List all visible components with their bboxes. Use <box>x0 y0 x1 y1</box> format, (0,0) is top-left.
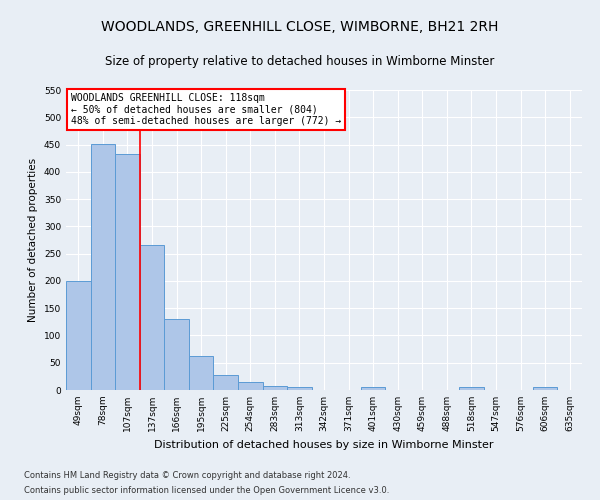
Text: WOODLANDS, GREENHILL CLOSE, WIMBORNE, BH21 2RH: WOODLANDS, GREENHILL CLOSE, WIMBORNE, BH… <box>101 20 499 34</box>
Bar <box>287 386 312 390</box>
Bar <box>164 319 189 390</box>
Bar <box>459 388 484 390</box>
X-axis label: Distribution of detached houses by size in Wimborne Minster: Distribution of detached houses by size … <box>154 440 494 450</box>
Bar <box>361 386 385 390</box>
Bar <box>66 281 91 390</box>
Bar <box>115 154 140 390</box>
Bar <box>263 386 287 390</box>
Text: Size of property relative to detached houses in Wimborne Minster: Size of property relative to detached ho… <box>106 55 494 68</box>
Bar <box>140 246 164 390</box>
Text: Contains HM Land Registry data © Crown copyright and database right 2024.: Contains HM Land Registry data © Crown c… <box>24 471 350 480</box>
Text: Contains public sector information licensed under the Open Government Licence v3: Contains public sector information licen… <box>24 486 389 495</box>
Bar <box>533 388 557 390</box>
Bar <box>214 374 238 390</box>
Bar <box>238 382 263 390</box>
Text: WOODLANDS GREENHILL CLOSE: 118sqm
← 50% of detached houses are smaller (804)
48%: WOODLANDS GREENHILL CLOSE: 118sqm ← 50% … <box>71 93 341 126</box>
Y-axis label: Number of detached properties: Number of detached properties <box>28 158 38 322</box>
Bar <box>91 144 115 390</box>
Bar <box>189 356 214 390</box>
